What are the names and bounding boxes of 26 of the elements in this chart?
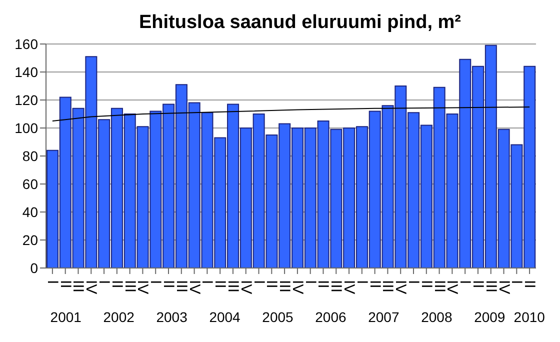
line-series — [52, 106, 530, 122]
x-tick-label: I — [456, 280, 474, 284]
y-tick-label: 80 — [22, 148, 38, 164]
y-tick-label: 60 — [22, 176, 38, 192]
x-tick-label: II — [212, 280, 229, 288]
text: 2002 — [103, 308, 135, 325]
text: 2009 — [474, 308, 506, 325]
text: 2001 — [50, 308, 82, 325]
y-tick-label: 40 — [22, 204, 38, 220]
y-tick-label: 0 — [30, 260, 38, 276]
x-tick-label: II — [521, 280, 538, 288]
y-tick-label: 160 — [14, 36, 38, 52]
text: 2004 — [209, 308, 241, 325]
text: 2005 — [262, 308, 294, 325]
chart-title: Ehitusloa saanud eluruumi pind, m² — [139, 12, 461, 33]
y-tick-label: 20 — [22, 232, 38, 248]
x-tick-label: I — [44, 280, 61, 284]
x-tick-label: III — [276, 280, 294, 293]
y-tick-label: 120 — [14, 92, 38, 108]
text: 2006 — [315, 308, 347, 325]
y-tick-label: 140 — [14, 64, 38, 80]
text: 2007 — [368, 308, 400, 325]
text: 2003 — [156, 308, 188, 325]
text: 2008 — [421, 308, 452, 325]
text: 2010 — [514, 308, 546, 325]
y-tick-label: 100 — [14, 120, 38, 136]
